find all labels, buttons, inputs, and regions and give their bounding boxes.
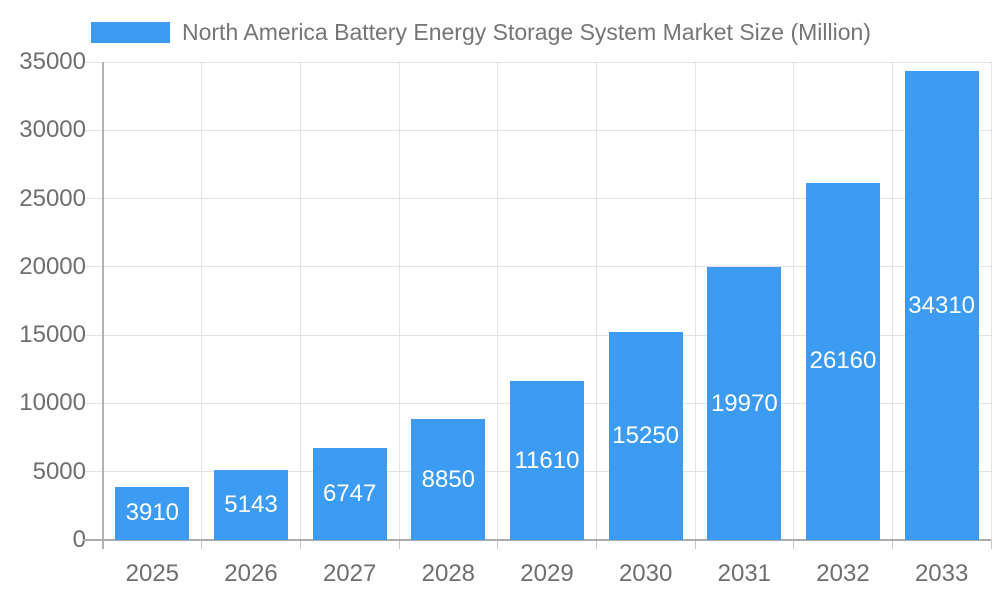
y-gridline	[103, 334, 991, 336]
x-axis-tick	[497, 540, 499, 549]
y-axis-tick	[83, 198, 103, 200]
x-axis-label: 2026	[224, 560, 278, 587]
bar-2033[interactable]: 34310	[904, 71, 979, 540]
legend-label: North America Battery Energy Storage Sys…	[182, 19, 871, 45]
y-axis-label: 0	[72, 526, 86, 553]
plot-area: 0 5000 10000 15000 20000 25000 30000 35000 3910 2…	[19, 48, 992, 587]
x-axis-tick	[793, 540, 795, 549]
x-axis-tick	[398, 540, 400, 549]
bar-2031[interactable]: 19970	[707, 267, 782, 540]
bar-value-label: 3910	[125, 499, 180, 527]
y-axis-label: 15000	[19, 321, 86, 349]
bar-value-label: 11610	[514, 446, 580, 474]
bar-value-label: 15250	[612, 421, 680, 449]
bar-2030[interactable]: 15250	[608, 331, 683, 540]
x-gridline	[497, 62, 499, 540]
x-axis-tick	[595, 540, 597, 549]
bar-2028[interactable]: 8850	[411, 419, 486, 540]
y-axis-label: 35000	[19, 48, 86, 75]
x-gridline	[990, 62, 992, 540]
x-axis-label: 2027	[322, 560, 377, 587]
bar-2032[interactable]: 26160	[806, 182, 880, 540]
legend-item[interactable]: North America Battery Energy Storage Sys…	[91, 19, 871, 46]
x-axis-tick	[299, 540, 301, 549]
x-axis-label: 2025	[125, 560, 180, 587]
y-axis-label: 30000	[19, 116, 86, 144]
legend-swatch	[91, 22, 170, 43]
x-axis-label: 2029	[520, 560, 574, 587]
x-axis-tick	[891, 540, 893, 549]
bar-value-label: 34310	[908, 291, 976, 319]
y-axis-tick	[83, 334, 103, 336]
x-axis-line	[83, 539, 991, 541]
bar-value-label: 26160	[809, 347, 877, 375]
y-axis-label: 25000	[19, 184, 86, 212]
x-axis-tick	[990, 540, 992, 549]
y-axis-tick	[83, 129, 103, 131]
y-gridline	[103, 129, 991, 131]
x-axis-label: 2031	[717, 560, 772, 587]
bar-value-label: 5143	[224, 490, 278, 518]
x-gridline	[201, 62, 203, 540]
y-axis-label: 20000	[19, 252, 86, 280]
y-axis-tick	[83, 266, 103, 268]
y-axis-tick	[83, 61, 103, 63]
bar-2029[interactable]: 11610	[510, 381, 584, 540]
y-gridline	[103, 198, 991, 200]
y-axis-tick	[83, 471, 103, 473]
bar-2027[interactable]: 6747	[312, 447, 387, 540]
x-axis-label: 2033	[914, 560, 969, 587]
y-axis-label: 5000	[32, 457, 86, 485]
x-axis-tick	[694, 540, 696, 549]
bar-2025[interactable]: 3910	[115, 486, 190, 540]
x-gridline	[595, 62, 597, 540]
bar-value-label: 6747	[322, 479, 377, 507]
x-axis-label: 2030	[618, 560, 673, 587]
x-gridline	[299, 62, 301, 540]
bar-value-label: 8850	[421, 465, 476, 493]
x-gridline	[694, 62, 696, 540]
x-axis-tick	[201, 540, 203, 549]
y-axis-label: 10000	[19, 389, 86, 417]
bar-2026[interactable]: 5143	[214, 469, 288, 540]
y-axis-line	[102, 62, 104, 549]
x-axis-label: 2028	[421, 560, 476, 587]
x-gridline	[891, 62, 893, 540]
y-gridline	[103, 266, 991, 268]
x-axis-label: 2032	[816, 560, 870, 587]
x-gridline	[793, 62, 795, 540]
bar-value-label: 19970	[710, 389, 778, 417]
x-gridline	[398, 62, 400, 540]
y-axis-tick	[83, 402, 103, 404]
y-gridline	[103, 61, 991, 63]
